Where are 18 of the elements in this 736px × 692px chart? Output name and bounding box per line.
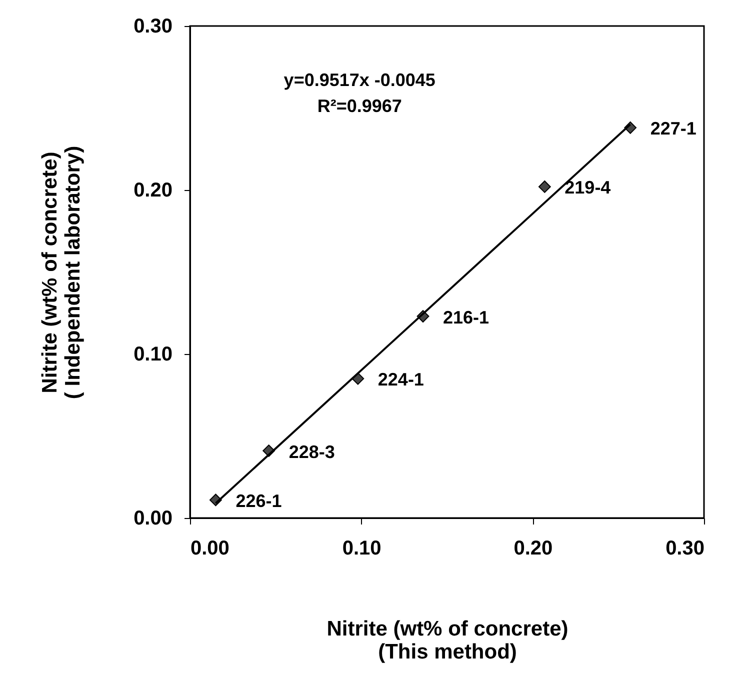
y-tick-label: 0.30 (134, 16, 172, 38)
x-tick-label: 0.00 (190, 538, 230, 560)
y-tick-label: 0.20 (134, 180, 172, 202)
x-tick-label: 0.20 (514, 538, 553, 560)
annotation: 224-1 (378, 370, 424, 390)
annotation: y=0.9517x -0.0045 (284, 70, 436, 90)
x-tick-label: 0.30 (666, 538, 704, 560)
y-tick-label: 0.00 (134, 508, 172, 530)
y-tick-label: 0.10 (134, 344, 172, 366)
annotation: 216-1 (443, 307, 490, 328)
annotation: 226-1 (236, 490, 282, 511)
annotation: 227-1 (650, 118, 696, 139)
annotation: 228-3 (288, 442, 335, 462)
y-axis-title: Nitrite (wt% of concrete) ( Independent laboratory) (38, 146, 85, 400)
annotation: 219-4 (564, 178, 611, 198)
x-axis-title: Nitrite (wt% of concrete) (This method) (326, 618, 568, 664)
annotation: R²=0.9967 (317, 96, 402, 116)
x-tick-label: 0.10 (342, 538, 382, 560)
